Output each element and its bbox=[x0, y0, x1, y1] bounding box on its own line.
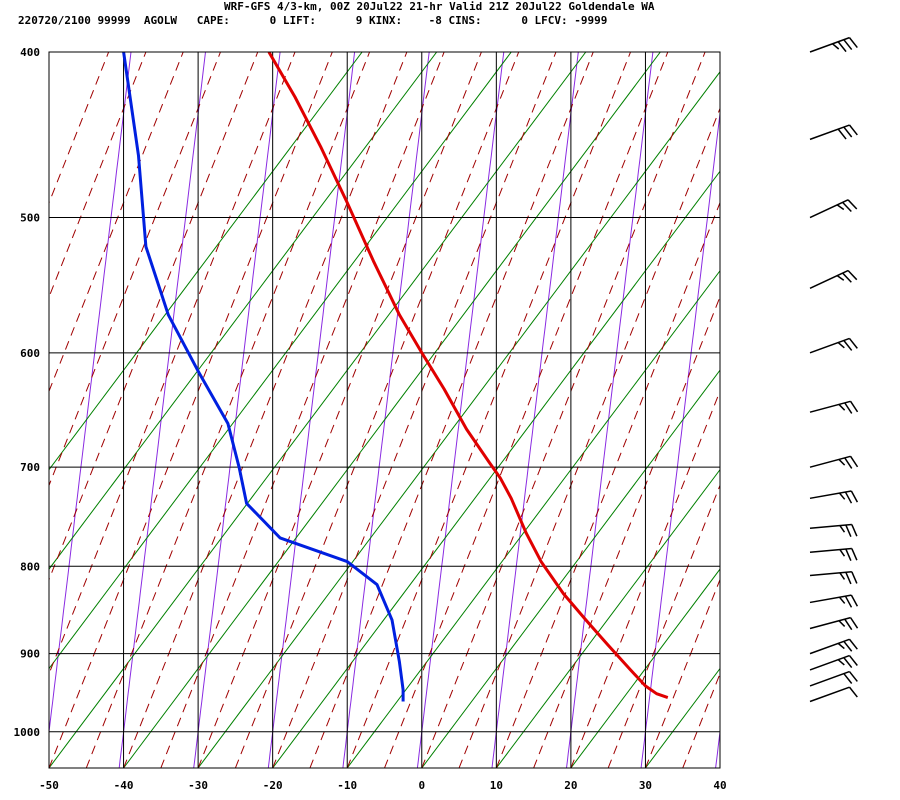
temperature-line bbox=[267, 52, 669, 700]
isotherm-line bbox=[566, 52, 654, 768]
moist-adiabat-line bbox=[234, 52, 520, 768]
wind-barb bbox=[809, 594, 859, 608]
dry-adiabat-line bbox=[645, 667, 720, 768]
moist-adiabat-line bbox=[123, 52, 408, 768]
isotherm-line bbox=[491, 52, 579, 768]
moist-adiabat-line bbox=[495, 201, 720, 768]
grid bbox=[48, 51, 721, 768]
dry-adiabat-line bbox=[272, 170, 720, 768]
moist-adiabat-line bbox=[607, 484, 720, 768]
wind-barb bbox=[809, 124, 858, 141]
moist-adiabat-line bbox=[682, 672, 720, 768]
moist-adiabat-line bbox=[869, 52, 900, 768]
x-tick-label: -30 bbox=[188, 779, 208, 792]
x-tick-label: -10 bbox=[337, 779, 357, 792]
y-tick-labels: 400 500 600 700 800 900 1000 bbox=[14, 46, 41, 739]
wind-barbs bbox=[809, 36, 859, 703]
y-tick-label: 500 bbox=[20, 212, 40, 225]
wind-barb bbox=[809, 638, 858, 655]
dry-adiabat-line bbox=[49, 52, 512, 670]
moist-adiabat-line bbox=[309, 52, 594, 768]
y-tick-label: 1000 bbox=[14, 726, 41, 739]
wind-barb bbox=[809, 269, 858, 289]
x-tick-label: -40 bbox=[114, 779, 134, 792]
isotherm-line bbox=[49, 52, 132, 736]
x-tick-labels: -50 -40 -30 -20 -10 0 10 20 30 40 bbox=[39, 779, 727, 792]
moist-adiabat-line bbox=[49, 52, 333, 768]
isotherm-line bbox=[640, 109, 720, 768]
dry-adiabat-line bbox=[795, 52, 900, 768]
y-tick-label: 700 bbox=[20, 461, 40, 474]
background-lines bbox=[49, 52, 900, 768]
x-tick-label: 0 bbox=[418, 779, 425, 792]
wind-barb bbox=[809, 571, 858, 585]
dry-adiabat-line bbox=[421, 369, 720, 768]
moist-adiabat-line bbox=[421, 52, 706, 768]
moist-adiabat-line bbox=[832, 52, 900, 768]
moist-adiabat-line bbox=[458, 107, 720, 768]
chart-title: WRF-GFS 4/3-km, 00Z 20Jul22 21-hr Valid … bbox=[224, 0, 655, 13]
dry-adiabat-line bbox=[495, 468, 720, 768]
moist-adiabat-line bbox=[160, 52, 445, 768]
wind-barb bbox=[809, 337, 858, 354]
wind-barb bbox=[809, 616, 859, 631]
dry-adiabat-line bbox=[869, 52, 900, 768]
moist-adiabat-line bbox=[570, 389, 720, 768]
isotherm-line bbox=[193, 52, 281, 768]
moist-adiabat-line bbox=[795, 52, 900, 768]
x-tick-label: -50 bbox=[39, 779, 59, 792]
y-tick-label: 600 bbox=[20, 347, 40, 360]
wind-barb bbox=[809, 654, 858, 671]
isotherm-line bbox=[267, 52, 356, 768]
wind-barb bbox=[809, 455, 859, 469]
y-tick-label: 900 bbox=[20, 648, 40, 661]
wind-barb bbox=[809, 523, 858, 537]
moist-adiabat-line bbox=[49, 52, 110, 205]
isotherm-line bbox=[416, 52, 505, 768]
x-tick-label: 20 bbox=[564, 779, 577, 792]
dewpoint-line bbox=[122, 52, 405, 702]
isotherm-line bbox=[342, 52, 430, 768]
stability-indices: 220720/2100 99999 AGOLW CAPE: 0 LIFT: 9 … bbox=[18, 14, 608, 27]
x-tick-label: 30 bbox=[639, 779, 652, 792]
dry-adiabat-line bbox=[49, 52, 438, 570]
moist-adiabat-line bbox=[85, 52, 371, 768]
moist-adiabat-line bbox=[384, 52, 669, 768]
y-tick-label: 400 bbox=[20, 46, 40, 59]
moist-adiabat-line bbox=[49, 52, 296, 676]
dry-adiabat-line bbox=[719, 767, 720, 768]
x-tick-label: 10 bbox=[490, 779, 503, 792]
moist-adiabat-line bbox=[197, 52, 482, 768]
plot-frame bbox=[48, 51, 721, 769]
wind-barb bbox=[809, 670, 858, 687]
series-lines bbox=[122, 52, 669, 702]
wind-barb bbox=[809, 36, 858, 53]
wind-barb bbox=[809, 686, 858, 703]
isotherm-line bbox=[715, 727, 720, 768]
wind-barb bbox=[809, 490, 859, 504]
moist-adiabat-line bbox=[346, 52, 631, 768]
isotherm-line bbox=[118, 52, 206, 768]
dry-adiabat-line bbox=[346, 269, 720, 768]
moist-adiabat-line bbox=[719, 766, 720, 768]
wind-barb bbox=[809, 547, 858, 561]
moist-adiabat-line bbox=[644, 578, 720, 768]
moist-adiabat-line bbox=[757, 52, 900, 768]
x-tick-label: -20 bbox=[263, 779, 283, 792]
wind-barb bbox=[809, 199, 858, 219]
moist-adiabat-line bbox=[533, 295, 720, 768]
moist-adiabat-line bbox=[272, 52, 557, 768]
dry-adiabat-line bbox=[49, 52, 363, 471]
x-tick-label: 40 bbox=[713, 779, 726, 792]
dry-adiabat-line bbox=[570, 568, 720, 768]
wind-barb bbox=[809, 400, 859, 414]
y-tick-label: 800 bbox=[20, 560, 40, 573]
